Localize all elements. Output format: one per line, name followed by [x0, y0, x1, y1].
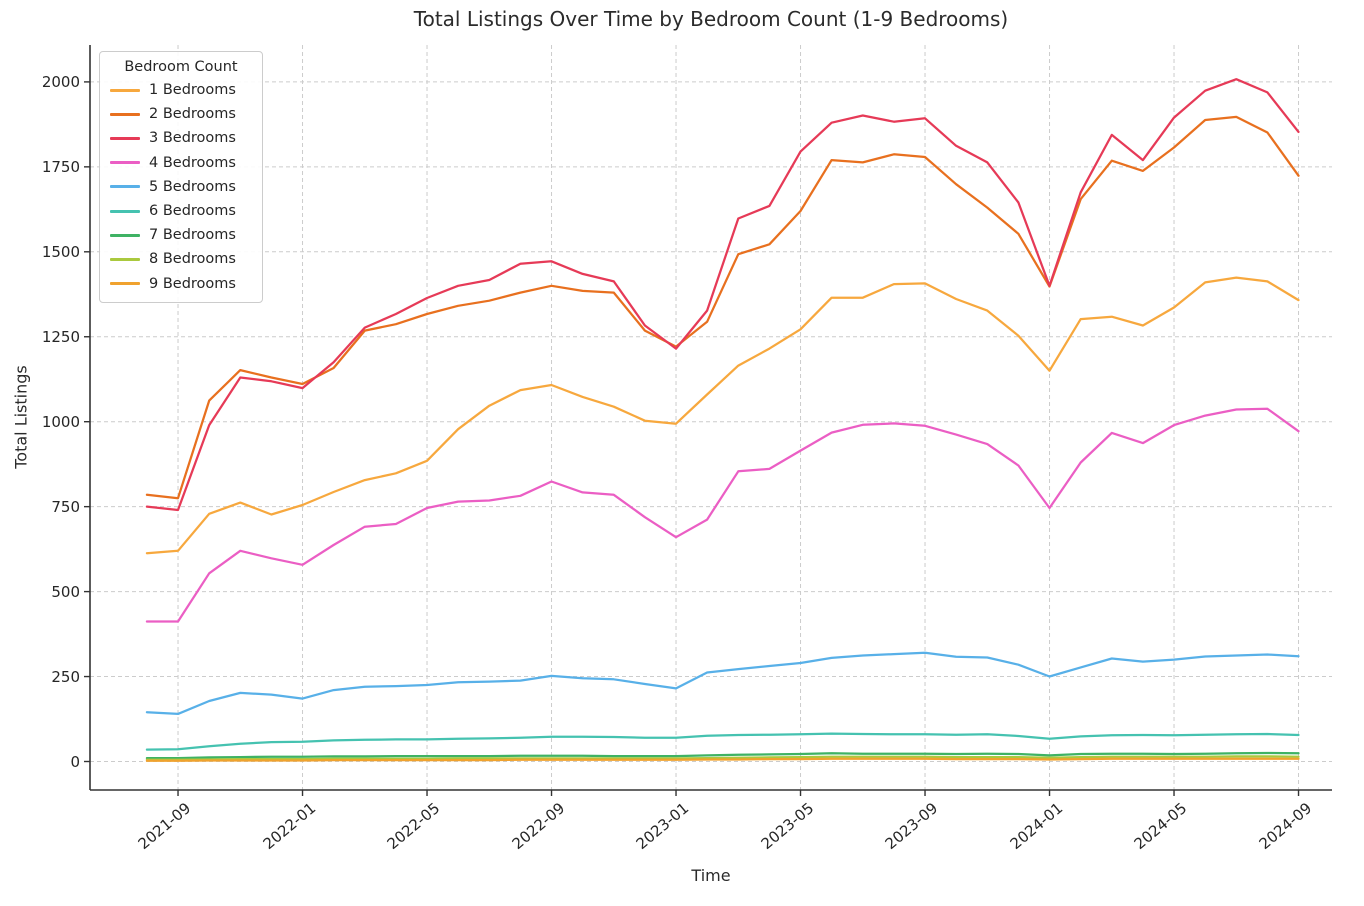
legend-item-4-bedrooms: 4 Bedrooms	[100, 151, 262, 175]
legend-line-swatch-icon	[110, 257, 140, 261]
series-line-1-bedrooms	[145, 276, 1300, 555]
legend-label: 9 Bedrooms	[149, 275, 236, 292]
x-axis-label: Time	[691, 866, 731, 885]
legend-item-5-bedrooms: 5 Bedrooms	[100, 175, 262, 199]
legend-label: 5 Bedrooms	[149, 178, 236, 195]
legend-item-1-bedrooms: 1 Bedrooms	[100, 78, 262, 102]
y-tick-label: 750	[51, 497, 80, 516]
legend-line-swatch-icon	[110, 185, 140, 189]
y-tick-label: 250	[51, 667, 80, 686]
legend-item-3-bedrooms: 3 Bedrooms	[100, 126, 262, 150]
legend-item-7-bedrooms: 7 Bedrooms	[100, 223, 262, 247]
legend-item-2-bedrooms: 2 Bedrooms	[100, 102, 262, 126]
legend: Bedroom Count 1 Bedrooms 2 Bedrooms 3 Bedr…	[99, 51, 263, 303]
legend-line-swatch-icon	[110, 161, 140, 165]
legend-item-8-bedrooms: 8 Bedrooms	[100, 247, 262, 271]
legend-label: 3 Bedrooms	[149, 130, 236, 147]
series-line-8-bedrooms	[145, 755, 1300, 761]
series-line-6-bedrooms	[145, 732, 1300, 751]
y-tick-label: 500	[51, 582, 80, 601]
y-tick-label: 2000	[41, 72, 80, 91]
legend-item-6-bedrooms: 6 Bedrooms	[100, 199, 262, 223]
y-tick-label: 1000	[41, 412, 80, 431]
legend-label: 8 Bedrooms	[149, 251, 236, 268]
legend-line-swatch-icon	[110, 282, 140, 286]
legend-line-swatch-icon	[110, 88, 140, 92]
series-line-4-bedrooms	[145, 407, 1300, 623]
legend-label: 7 Bedrooms	[149, 227, 236, 244]
chart-title: Total Listings Over Time by Bedroom Coun…	[413, 7, 1009, 31]
legend-line-swatch-icon	[110, 233, 140, 237]
legend-line-swatch-icon	[110, 209, 140, 213]
legend-line-swatch-icon	[110, 136, 140, 140]
y-tick-label: 1750	[41, 157, 80, 176]
series-line-7-bedrooms	[145, 751, 1300, 760]
legend-item-9-bedrooms: 9 Bedrooms	[100, 272, 262, 296]
y-tick-label: 1500	[41, 242, 80, 261]
legend-label: 4 Bedrooms	[149, 154, 236, 171]
legend-items: 1 Bedrooms 2 Bedrooms 3 Bedrooms 4 Bedrooms…	[100, 78, 262, 296]
legend-label: 6 Bedrooms	[149, 203, 236, 220]
series-line-9-bedrooms	[145, 757, 1300, 762]
series-line-5-bedrooms	[145, 651, 1300, 716]
legend-line-swatch-icon	[110, 112, 140, 116]
y-tick-label: 1250	[41, 327, 80, 346]
legend-title: Bedroom Count	[124, 59, 238, 75]
series-lines	[145, 78, 1300, 762]
series-line-3-bedrooms	[145, 78, 1300, 512]
legend-label: 1 Bedrooms	[149, 82, 236, 99]
series-line-2-bedrooms	[145, 115, 1300, 500]
axes-spines-and-ticks	[84, 45, 1332, 796]
legend-label: 2 Bedrooms	[149, 106, 236, 123]
y-tick-label: 0	[70, 752, 80, 771]
